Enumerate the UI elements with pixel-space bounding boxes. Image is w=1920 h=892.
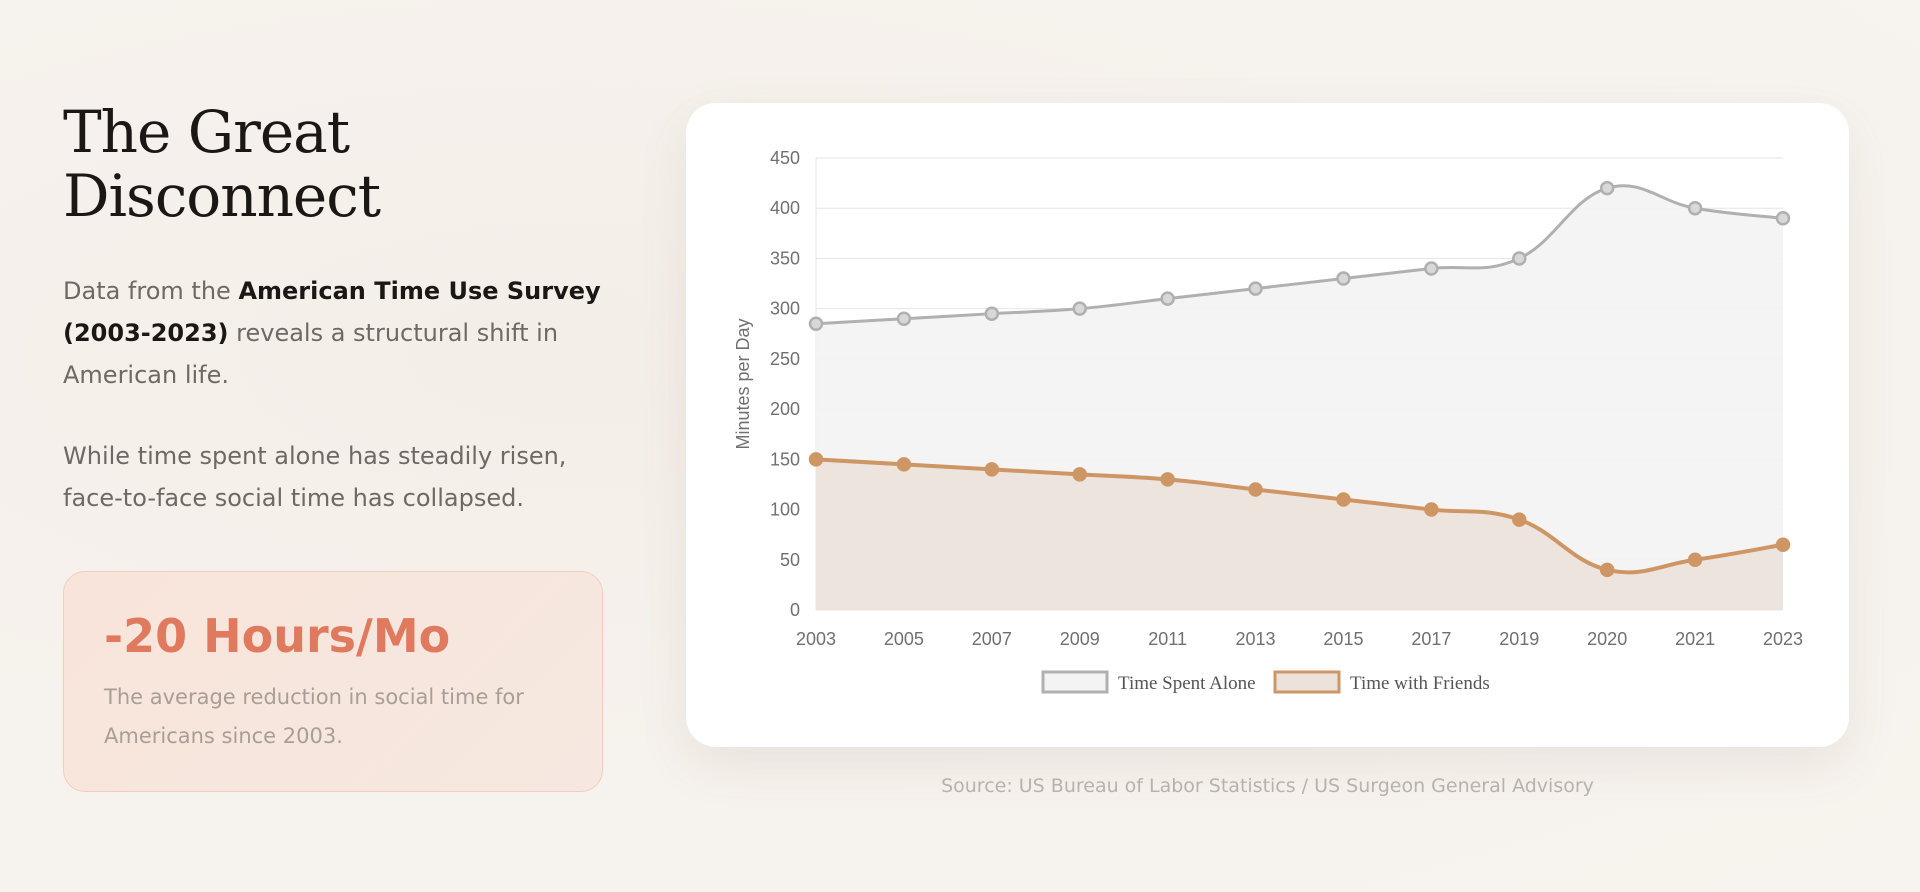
data-point-alone <box>984 306 1000 321</box>
x-tick-label: 2009 <box>1060 629 1100 649</box>
data-point-friends <box>896 457 912 472</box>
series-line-friends <box>815 457 1784 575</box>
series-area-friends <box>816 459 1783 610</box>
intro-text-pre: Data from the <box>63 277 239 305</box>
x-tick-label: 2021 <box>1675 629 1715 649</box>
line-chart: 0 50 100 150 200 250 300 350 400 450 2003 2005 2007 2… <box>733 148 1803 694</box>
data-point-alone <box>1424 261 1439 276</box>
data-point-friends <box>1775 537 1791 552</box>
y-tick-label: 150 <box>770 449 800 469</box>
y-tick-label: 400 <box>770 198 800 218</box>
data-point-alone <box>808 316 824 331</box>
body-paragraph: While time spent alone has steadily rise… <box>63 442 567 512</box>
y-tick-label: 100 <box>770 500 800 520</box>
y-tick-label: 450 <box>770 148 800 168</box>
data-point-friends <box>1512 512 1527 527</box>
title-line-1: The Great <box>63 98 350 166</box>
data-point-alone <box>1687 200 1703 216</box>
stat-card: -20 Hours/Mo The average reduction in so… <box>63 571 603 792</box>
intro-text-post: reveals a structural shift in American l… <box>63 319 559 389</box>
y-tick-label: 50 <box>780 550 800 570</box>
intro-panel: The Great Disconnect Data from the Ameri… <box>63 100 623 512</box>
stat-value: -20 Hours/Mo <box>104 609 451 663</box>
intro-text-bold: American Time Use Survey (2003-2023) <box>63 277 601 347</box>
source-note: Source: US Bureau of Labor Statistics / … <box>941 775 1594 797</box>
data-point-friends <box>1336 492 1351 507</box>
data-point-friends <box>808 452 824 467</box>
x-tick-label: 2015 <box>1323 629 1363 649</box>
data-point-alone <box>1248 281 1263 296</box>
legend-swatch-alone <box>1041 670 1109 694</box>
x-tick-label: 2007 <box>972 629 1012 649</box>
chart-card: 0 50 100 150 200 250 300 350 400 450 2003 2005 2007 2… <box>686 103 1849 747</box>
data-point-friends <box>1072 467 1087 482</box>
title-line-2: Disconnect <box>63 162 381 230</box>
x-tick-label: 2005 <box>884 629 924 649</box>
data-point-friends <box>984 462 1000 477</box>
data-point-friends <box>1424 502 1439 517</box>
data-point-friends <box>1160 472 1175 487</box>
data-point-friends <box>1687 552 1703 568</box>
intro-paragraph: Data from the American Time Use Survey (… <box>63 270 623 396</box>
data-point-alone <box>896 311 912 326</box>
x-tick-label: 2011 <box>1148 629 1187 649</box>
data-point-friends <box>1599 562 1615 578</box>
legend-swatch-friends <box>1273 670 1341 694</box>
y-tick-label: 250 <box>770 349 800 369</box>
y-tick-label: 300 <box>770 299 800 319</box>
x-tick-label: 2023 <box>1763 629 1803 649</box>
legend-label-alone: Time Spent Alone <box>1118 673 1256 694</box>
y-tick-label: 200 <box>770 399 800 419</box>
x-tick-label: 2019 <box>1499 629 1539 649</box>
data-point-friends <box>1248 482 1263 497</box>
x-tick-label: 2020 <box>1587 629 1627 649</box>
x-tick-label: 2003 <box>796 629 836 649</box>
data-point-alone <box>1072 301 1087 316</box>
data-point-alone <box>1160 291 1175 306</box>
data-point-alone <box>1512 251 1527 266</box>
stat-description: The average reduction in social time for… <box>104 685 524 748</box>
y-tick-label: 350 <box>770 248 800 268</box>
y-axis-title: Minutes per Day <box>733 318 753 449</box>
page-title: The Great Disconnect <box>63 100 623 228</box>
data-point-alone <box>1775 211 1791 226</box>
legend-label-friends: Time with Friends <box>1350 673 1490 694</box>
x-tick-label: 2013 <box>1236 629 1276 649</box>
data-point-alone <box>1599 180 1615 196</box>
data-point-alone <box>1336 271 1351 286</box>
y-tick-label: 0 <box>790 600 800 620</box>
x-tick-label: 2017 <box>1411 629 1451 649</box>
